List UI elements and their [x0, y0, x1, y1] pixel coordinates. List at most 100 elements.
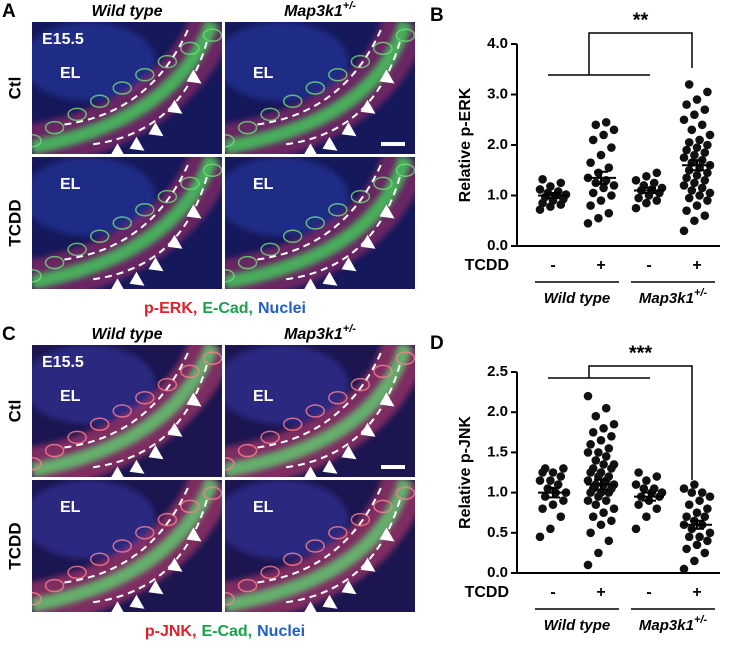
arrowhead	[360, 422, 376, 437]
row-header: Ctl	[5, 77, 24, 100]
cell	[395, 28, 415, 42]
data-point	[586, 201, 595, 210]
dashed-outline	[281, 364, 401, 469]
cell	[260, 242, 280, 257]
arrowhead	[186, 392, 202, 407]
data-point	[679, 484, 689, 493]
cell	[44, 120, 65, 135]
stain-name: Nuclei	[258, 300, 306, 317]
data-point	[692, 95, 702, 104]
data-point	[586, 440, 595, 449]
tissue-green	[225, 22, 413, 154]
data-point	[588, 428, 598, 437]
dashed-outline	[253, 352, 382, 449]
significance: ***	[629, 342, 653, 364]
data-point	[561, 190, 571, 199]
data-point	[682, 544, 691, 554]
data-point	[697, 183, 707, 193]
cell	[67, 430, 87, 445]
data-point	[591, 456, 601, 465]
cell	[202, 163, 222, 177]
micrograph	[32, 22, 222, 154]
tissue-green	[32, 157, 220, 289]
data-point	[682, 100, 691, 109]
data-point	[607, 143, 616, 152]
comparison-bracket	[588, 365, 693, 480]
data-point	[657, 488, 667, 497]
cell	[202, 486, 222, 500]
data-point	[684, 80, 694, 89]
group-label-sup: +/-	[694, 287, 707, 299]
cell	[135, 203, 155, 217]
data-point	[700, 176, 710, 185]
lumen-label: EL	[253, 499, 274, 516]
data-point	[700, 148, 710, 157]
stain-name: E-Cad,	[201, 623, 252, 640]
data-point	[703, 536, 712, 546]
arrowhead	[186, 204, 202, 219]
cell	[260, 430, 280, 445]
micrograph	[32, 345, 222, 477]
cell	[305, 216, 325, 230]
y-axis-label: Relative p-ERK	[457, 87, 474, 202]
y-tick-label: 0.5	[487, 524, 508, 541]
data-point	[553, 480, 563, 489]
arrowhead	[129, 136, 145, 151]
data-point	[687, 186, 697, 195]
nuclei-glow	[32, 345, 156, 425]
data-point	[609, 460, 619, 469]
cell	[350, 377, 371, 392]
arrowhead	[341, 445, 357, 460]
data-point	[604, 163, 614, 173]
tissue-green	[32, 480, 220, 612]
column-header-text: Map3k1	[284, 3, 343, 20]
data-point	[631, 176, 641, 185]
cell	[305, 81, 325, 95]
arrowhead	[341, 257, 357, 272]
data-point	[538, 175, 547, 184]
micrograph	[225, 157, 415, 289]
cell	[328, 526, 348, 540]
micrograph	[32, 157, 222, 289]
data-point	[652, 196, 662, 205]
dashed-outline	[88, 176, 208, 281]
cell	[237, 120, 258, 135]
data-point	[586, 528, 595, 538]
cell	[135, 391, 155, 405]
cell	[350, 189, 371, 204]
cell	[202, 351, 222, 365]
cell	[350, 512, 371, 527]
dashed-outline	[88, 41, 208, 146]
data-point	[631, 480, 641, 489]
data-point	[690, 556, 699, 566]
data-point	[690, 150, 699, 160]
data-point	[690, 216, 699, 226]
arrowhead	[148, 122, 164, 137]
cell	[112, 81, 132, 95]
column-header-sup: +/-	[343, 323, 356, 335]
panel-letter: C	[2, 324, 16, 345]
column-header: Wild type	[92, 3, 163, 20]
data-point	[607, 516, 616, 526]
data-point	[700, 548, 710, 558]
cell	[260, 107, 280, 122]
data-point	[695, 496, 704, 505]
nuclei-glow	[225, 22, 349, 102]
data-point	[631, 203, 641, 213]
data-point	[535, 532, 545, 542]
y-tick-label: 1.5	[487, 443, 508, 460]
arrowhead	[111, 601, 124, 612]
data-point	[649, 484, 659, 493]
y-tick-label: 2.0	[487, 403, 508, 420]
column-header: Map3k1+/-	[284, 323, 356, 343]
data-point	[700, 105, 710, 114]
cell	[112, 216, 132, 230]
tissue-green	[32, 22, 220, 154]
data-point	[599, 460, 608, 469]
data-point	[548, 468, 558, 477]
tissue-green	[225, 480, 413, 612]
data-point	[684, 138, 694, 147]
data-point	[642, 476, 651, 485]
data-point	[586, 158, 595, 167]
y-tick-label: 1.0	[487, 186, 508, 203]
